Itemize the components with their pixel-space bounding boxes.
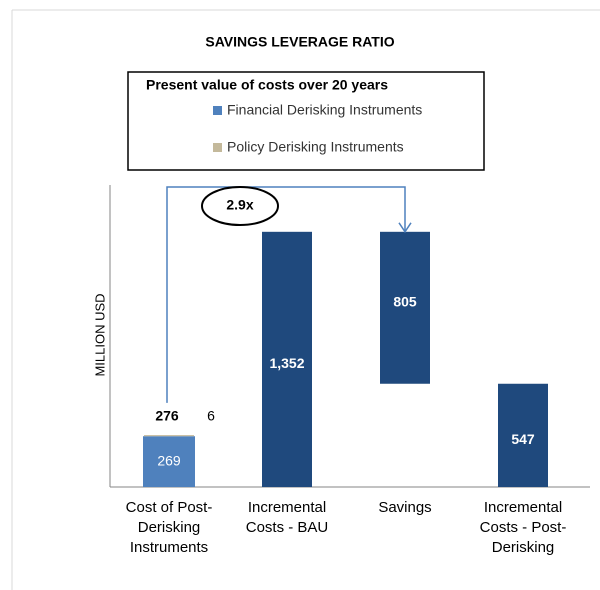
data-label: 269 — [157, 452, 181, 468]
bar — [143, 436, 195, 487]
chart-title: SAVINGS LEVERAGE RATIO — [205, 34, 394, 50]
bar — [262, 231, 312, 487]
total-label: 276 — [155, 408, 179, 424]
data-label: 547 — [511, 431, 535, 447]
legend-label: Policy Derisking Instruments — [227, 139, 404, 155]
annotation-arrowhead — [398, 222, 412, 234]
x-tick-label: Savings — [378, 499, 432, 516]
x-tick-label: Cost of Post-Derisking Instruments — [125, 499, 213, 556]
y-axis-label: MILLION USD — [92, 293, 107, 376]
legend-swatch — [213, 106, 222, 115]
bar — [380, 231, 430, 384]
annotation-ellipse — [201, 186, 279, 226]
x-tick-label: Incremental Costs - Post-Derisking — [479, 499, 567, 556]
bar — [144, 435, 194, 437]
legend-title: Present value of costs over 20 years — [146, 77, 388, 93]
legend-box — [127, 71, 485, 171]
data-label: 1,352 — [269, 355, 304, 371]
bar — [498, 383, 548, 487]
annotation: 2.9x — [226, 197, 253, 213]
data-label: 6 — [207, 408, 215, 424]
legend-label: Financial Derisking Instruments — [227, 102, 422, 118]
x-tick-label: Incremental Costs - BAU — [245, 499, 329, 536]
data-label: 805 — [393, 293, 417, 309]
annotation-arrow — [166, 186, 406, 403]
legend-swatch — [213, 143, 222, 152]
